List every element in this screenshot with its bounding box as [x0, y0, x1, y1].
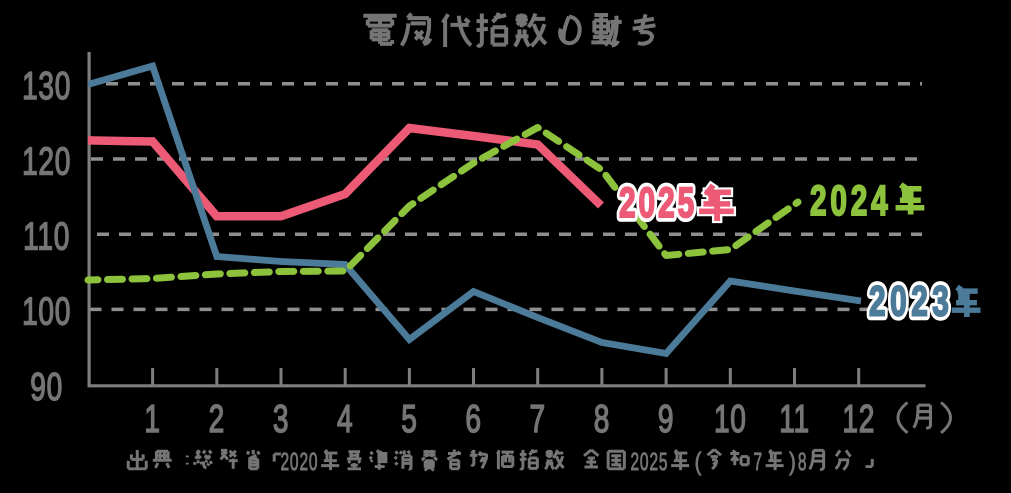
svg-text:8: 8: [798, 448, 807, 476]
svg-text:2023: 2023: [869, 279, 953, 326]
svg-text:2: 2: [209, 398, 225, 441]
svg-text:2: 2: [299, 448, 308, 476]
svg-text:(: (: [695, 448, 702, 476]
svg-text:2023: 2023: [869, 279, 953, 326]
svg-text:1: 1: [144, 398, 160, 441]
svg-text:2: 2: [649, 448, 658, 476]
svg-text:0: 0: [640, 448, 649, 476]
svg-text:100: 100: [22, 291, 71, 334]
svg-text:2: 2: [630, 448, 639, 476]
svg-text:11: 11: [779, 398, 810, 441]
svg-text:0: 0: [290, 448, 299, 476]
svg-text:10: 10: [714, 398, 747, 441]
svg-text:3: 3: [273, 398, 289, 441]
svg-text:110: 110: [23, 216, 70, 259]
svg-text:2025: 2025: [619, 180, 697, 227]
svg-text:5: 5: [659, 448, 668, 476]
svg-text:120: 120: [22, 140, 71, 183]
svg-text:2024: 2024: [810, 178, 892, 225]
svg-text:4: 4: [337, 398, 353, 441]
svg-text:7: 7: [530, 398, 546, 441]
svg-text:90: 90: [30, 366, 63, 409]
svg-text:6: 6: [465, 398, 481, 441]
svg-text:2025: 2025: [619, 180, 697, 227]
svg-text:0: 0: [309, 448, 318, 476]
svg-text:): ): [789, 448, 796, 476]
svg-text:130: 130: [22, 65, 71, 108]
svg-text:2: 2: [280, 448, 289, 476]
svg-text:12: 12: [842, 398, 875, 441]
svg-text:9: 9: [658, 398, 674, 441]
svg-text:7: 7: [753, 448, 762, 476]
svg-text:8: 8: [594, 398, 610, 441]
svg-text:5: 5: [401, 398, 417, 441]
